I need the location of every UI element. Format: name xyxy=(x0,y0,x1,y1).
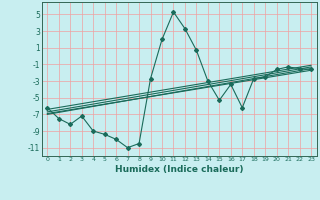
X-axis label: Humidex (Indice chaleur): Humidex (Indice chaleur) xyxy=(115,165,244,174)
